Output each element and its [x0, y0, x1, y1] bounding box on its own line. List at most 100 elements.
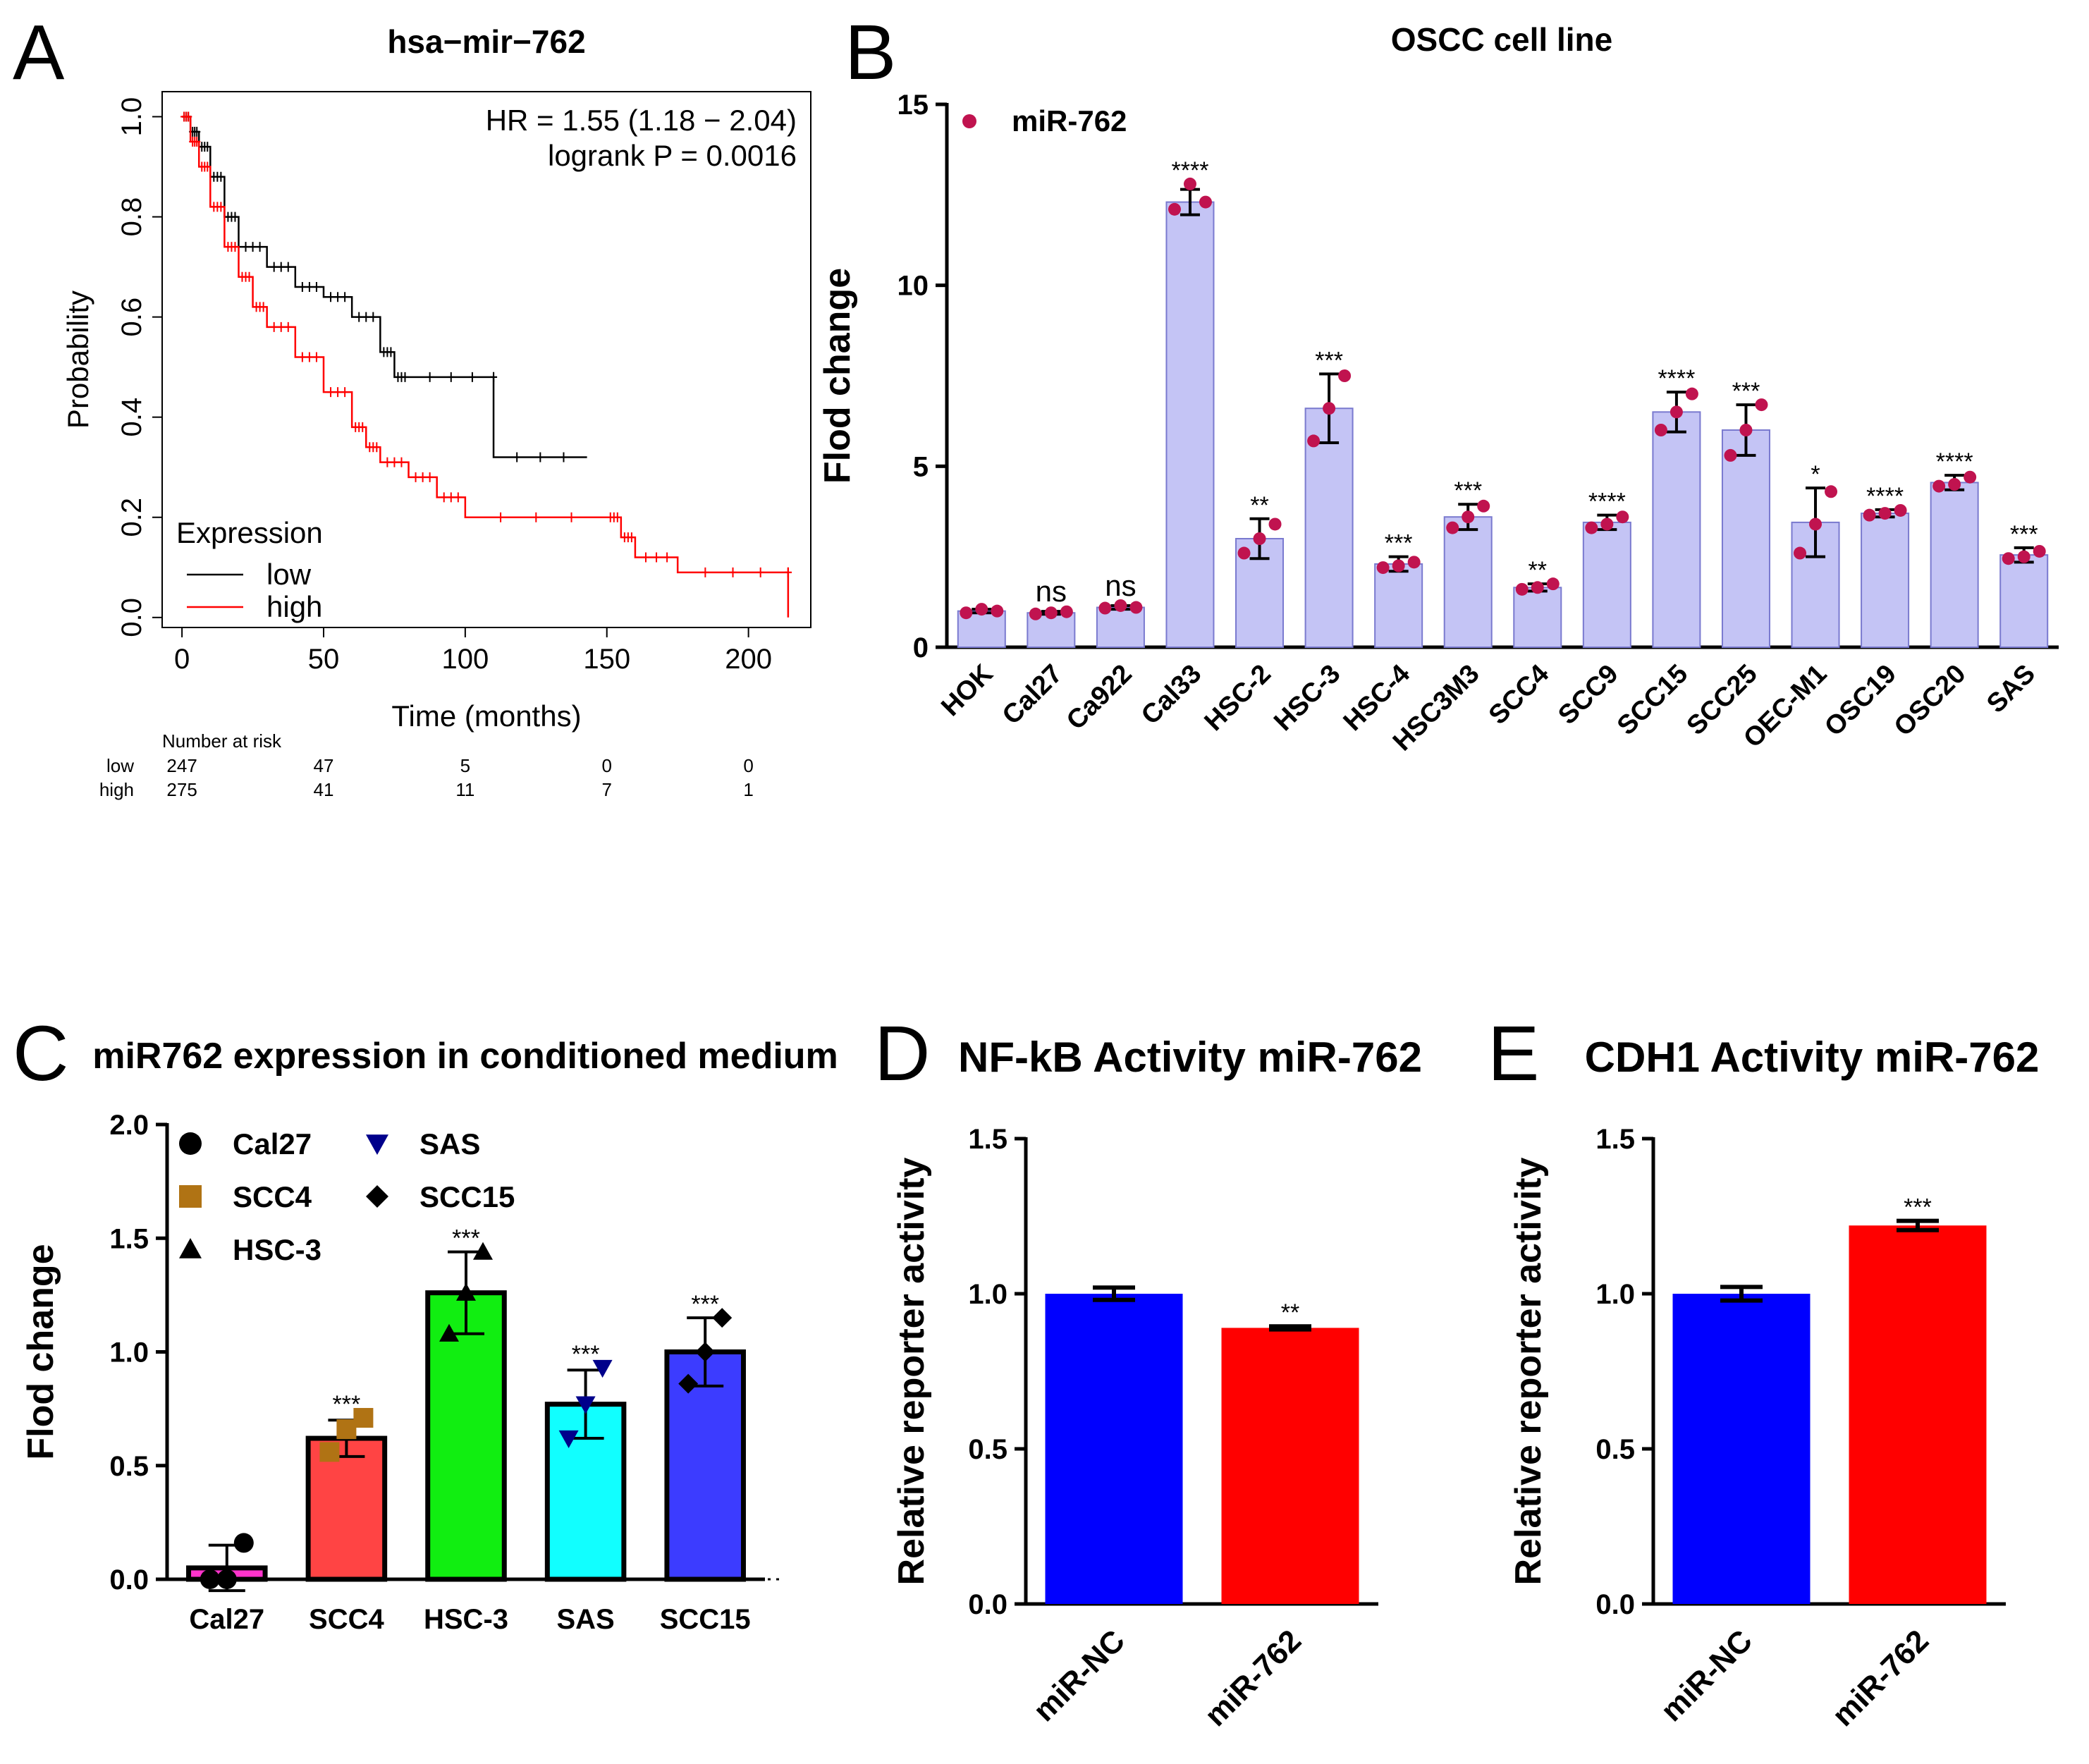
data-point	[1863, 508, 1876, 522]
data-point	[1462, 510, 1475, 524]
bar-SCC9	[1582, 521, 1631, 649]
error-bar	[1897, 1218, 1939, 1232]
x-tick-label: Ca922	[1061, 659, 1138, 736]
y-tick-label: 0.5	[109, 1451, 149, 1482]
censor-mark	[341, 387, 349, 398]
risk-value: 247	[166, 755, 197, 776]
data-point	[1515, 582, 1529, 596]
data-point	[1825, 485, 1838, 498]
censor-mark	[784, 567, 792, 577]
significance-label: ns	[1036, 575, 1067, 608]
censor-mark	[663, 552, 671, 563]
legend-label-HSC-3: HSC-3	[233, 1233, 321, 1266]
y-tick-label: 0.2	[116, 498, 147, 537]
legend-label-Cal27: Cal27	[233, 1127, 312, 1160]
data-point	[456, 1282, 476, 1301]
error-bar	[1269, 1324, 1311, 1332]
x-tick-label: miR-NC	[1027, 1623, 1132, 1728]
censor-mark	[756, 567, 764, 577]
censor-mark	[217, 171, 225, 182]
significance-label: ***	[691, 1291, 719, 1318]
x-tick-label: SCC15	[1612, 659, 1693, 741]
bar-SCC4	[1513, 587, 1562, 648]
x-tick-label: OSC20	[1889, 659, 1972, 742]
data-point	[1948, 478, 1961, 491]
panel-a-title: hsa−mir−762	[387, 23, 585, 60]
significance-label: ***	[1385, 530, 1413, 557]
legend-title: Expression	[176, 516, 323, 549]
data-point	[1029, 607, 1042, 620]
data-point	[336, 1419, 357, 1440]
y-axis-label: Flod change	[20, 1244, 61, 1459]
data-point	[1060, 605, 1073, 618]
x-tick-label: SCC4	[1483, 659, 1555, 730]
y-tick-label: 0.6	[116, 298, 147, 337]
y-tick-label: 10	[898, 271, 929, 302]
data-point	[975, 603, 988, 616]
data-point	[2033, 544, 2046, 558]
panel-c-title: miR762 expression in conditioned medium	[92, 1036, 838, 1077]
y-tick-label: 1.0	[109, 1337, 149, 1368]
data-point	[1878, 507, 1892, 520]
censor-mark	[490, 372, 498, 382]
censor-mark	[231, 242, 239, 252]
censor-mark	[391, 457, 398, 467]
censor-mark	[419, 472, 427, 482]
y-tick-label: 0.0	[109, 1564, 149, 1595]
risk-value: 7	[602, 779, 612, 800]
censor-mark	[513, 452, 521, 463]
data-point	[575, 1396, 596, 1414]
data-point	[1407, 556, 1421, 569]
x-tick-label: 0	[174, 644, 190, 675]
censor-mark	[447, 372, 455, 382]
chart-c-conditioned-medium: 0.0 0.5 1.0 1.5 2.0 Flod change Cal27 *** SCC4 **…	[20, 1110, 783, 1635]
data-point	[1168, 202, 1181, 216]
x-tick-label: HSC-2	[1199, 659, 1277, 737]
error-bar	[1093, 1285, 1135, 1302]
bar-SCC15	[664, 1349, 746, 1582]
censor-mark	[355, 312, 363, 322]
y-tick-label: 0.0	[1595, 1589, 1635, 1620]
censor-mark	[312, 352, 320, 362]
legend-label: miR-762	[1012, 104, 1127, 137]
data-point	[1546, 577, 1560, 591]
hr-annotation: HR = 1.55 (1.18 − 2.04)	[486, 104, 797, 137]
y-tick-label: 0.0	[968, 1589, 1007, 1620]
censor-mark	[312, 282, 320, 293]
y-axis-label: Relative reporter activity	[1508, 1157, 1549, 1585]
data-point	[1199, 195, 1212, 209]
censor-mark	[259, 302, 267, 312]
significance-label: **	[1250, 492, 1268, 519]
x-tick-label: 200	[725, 644, 772, 675]
y-axis-label: Relative reporter activity	[891, 1157, 932, 1585]
panel-letter-c: C	[13, 1010, 68, 1097]
x-tick-label: SAS	[1981, 659, 2041, 719]
data-point	[1477, 499, 1490, 513]
censor-mark	[702, 567, 709, 577]
significance-label: *	[1811, 461, 1820, 488]
data-point	[353, 1408, 374, 1428]
censor-mark	[341, 292, 349, 302]
legend-marker-SCC15	[366, 1185, 388, 1208]
risk-row-name-high: high	[99, 779, 134, 800]
chart-e-cdh1: 0.0 0.5 1.0 1.5 Relative reporter activity mi…	[1508, 1124, 2006, 1733]
bar-Cal33	[1165, 201, 1215, 649]
chart-d-nfkb: 0.0 0.5 1.0 1.5 Relative reporter activity mi…	[891, 1124, 1378, 1733]
significance-label: ***	[1904, 1194, 1932, 1221]
censor-mark	[426, 372, 434, 382]
censor-mark	[412, 472, 419, 482]
censor-mark	[401, 372, 409, 382]
censor-mark	[387, 347, 395, 357]
panel-letter-e: E	[1488, 1010, 1539, 1097]
data-point	[1794, 546, 1807, 560]
censor-mark	[298, 352, 306, 362]
data-point	[1964, 470, 1977, 484]
censor-mark	[537, 452, 544, 463]
bar-SCC15	[1652, 411, 1701, 648]
bar-miR-762	[1221, 1328, 1359, 1604]
censor-mark	[334, 387, 342, 398]
y-tick-label: 1.5	[968, 1124, 1007, 1155]
